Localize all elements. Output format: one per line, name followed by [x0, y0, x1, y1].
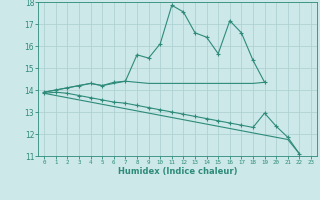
X-axis label: Humidex (Indice chaleur): Humidex (Indice chaleur): [118, 167, 237, 176]
